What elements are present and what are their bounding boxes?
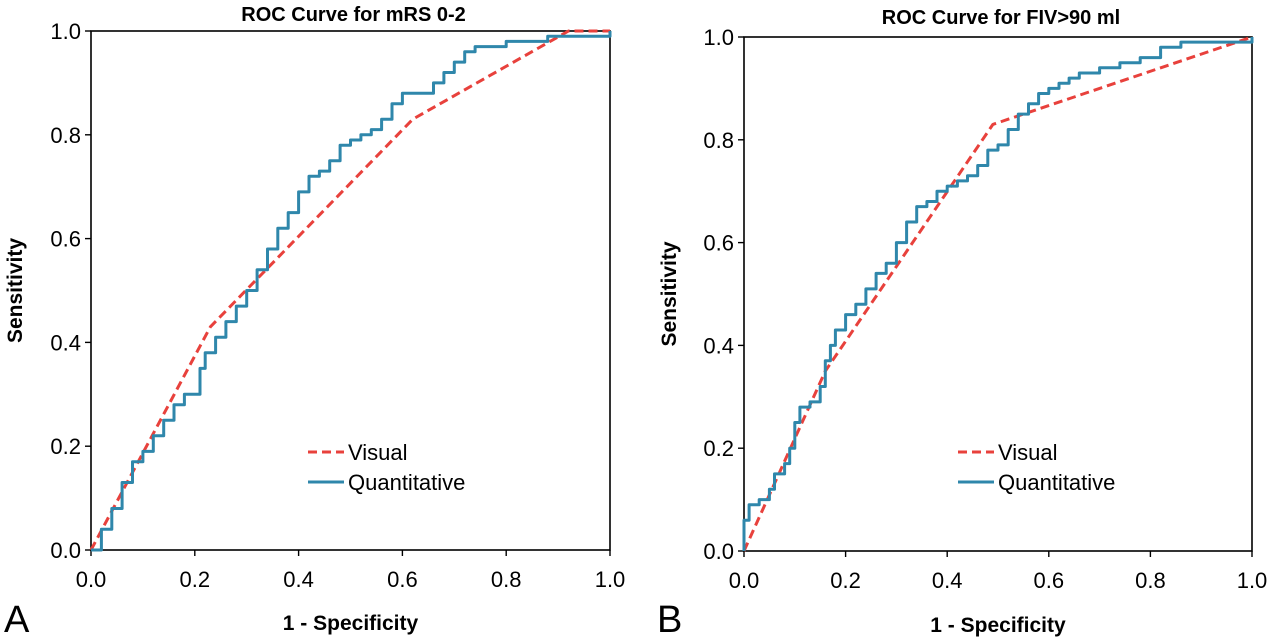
chart-1-legend-label-quantitative: Quantitative <box>348 470 465 495</box>
chart-2-x-tick-label: 0.4 <box>932 568 963 593</box>
chart-2-legend-label-quantitative: Quantitative <box>998 470 1115 495</box>
chart-1-y-tick-label: 0.2 <box>50 434 81 459</box>
chart-1-series-visual-line <box>89 29 610 551</box>
chart-1-x-tick-label: 0.0 <box>76 567 107 592</box>
chart-2-y-axis-label: Sensitivity <box>658 241 681 346</box>
chart-1-x-tick-label: 0.2 <box>180 567 211 592</box>
chart-2-y-tick-label: 0.8 <box>703 128 734 153</box>
chart-1-legend-label-visual: Visual <box>348 440 408 465</box>
chart-1-series-quantitative-line <box>91 31 612 552</box>
chart-1-y-tick-label: 0.4 <box>50 330 81 355</box>
chart-1-y-tick-label: 0.6 <box>50 227 81 252</box>
chart-1-y-tick-label: 0.8 <box>50 123 81 148</box>
chart-1-x-axis-label: 1 - Specificity <box>283 612 419 635</box>
chart-2-title: ROC Curve for FIV>90 ml <box>882 7 1120 29</box>
chart-1-x-tick-label: 0.6 <box>387 567 418 592</box>
chart-1-y-axis-label: Sensitivity <box>4 238 27 343</box>
chart-2-legend-label-visual: Visual <box>998 440 1058 465</box>
chart-2-x-tick-label: 0.6 <box>1034 568 1065 593</box>
chart-2: 0.0 0.2 0.4 0.6 0.8 1.0 0.0 0.2 0.4 0.6 0.8 1.0 ROC … <box>657 7 1267 641</box>
chart-2-y-tick-label: 1.0 <box>703 25 734 50</box>
chart-1-panel-letter: A <box>4 599 30 641</box>
chart-1-y-tick-label: 0.0 <box>50 538 81 563</box>
chart-2-x-tick-label: 0.2 <box>830 568 861 593</box>
chart-2-x-tick-label: 0.8 <box>1135 568 1166 593</box>
chart-2-y-tick-label: 0.4 <box>703 333 734 358</box>
chart-2-plot-frame <box>743 36 1253 552</box>
chart-2-series-visual-line <box>742 35 1253 552</box>
chart-1: 0.0 0.2 0.4 0.6 0.8 1.0 0.0 0.2 0.4 0.6 0.8 1.0 ROC … <box>4 4 625 641</box>
chart-2-x-tick-label: 0.0 <box>729 568 760 593</box>
chart-2-x-axis-label: 1 - Specificity <box>930 614 1066 637</box>
chart-1-x-tick-label: 0.8 <box>491 567 522 592</box>
chart-2-series-quantitative-line <box>742 37 1254 551</box>
chart-2-y-tick-label: 0.6 <box>703 231 734 256</box>
chart-1-title: ROC Curve for mRS 0-2 <box>241 4 466 26</box>
chart-1-x-tick-label: 1.0 <box>595 567 626 592</box>
chart-2-x-tick-label: 1.0 <box>1237 568 1268 593</box>
chart-2-y-tick-label: 0.2 <box>703 436 734 461</box>
chart-1-y-tick-label: 1.0 <box>50 19 81 44</box>
chart-1-plot-frame <box>90 30 611 551</box>
chart-2-y-tick-label: 0.0 <box>703 539 734 564</box>
chart-2-panel-letter: B <box>657 599 682 641</box>
chart-1-x-tick-label: 0.4 <box>283 567 314 592</box>
